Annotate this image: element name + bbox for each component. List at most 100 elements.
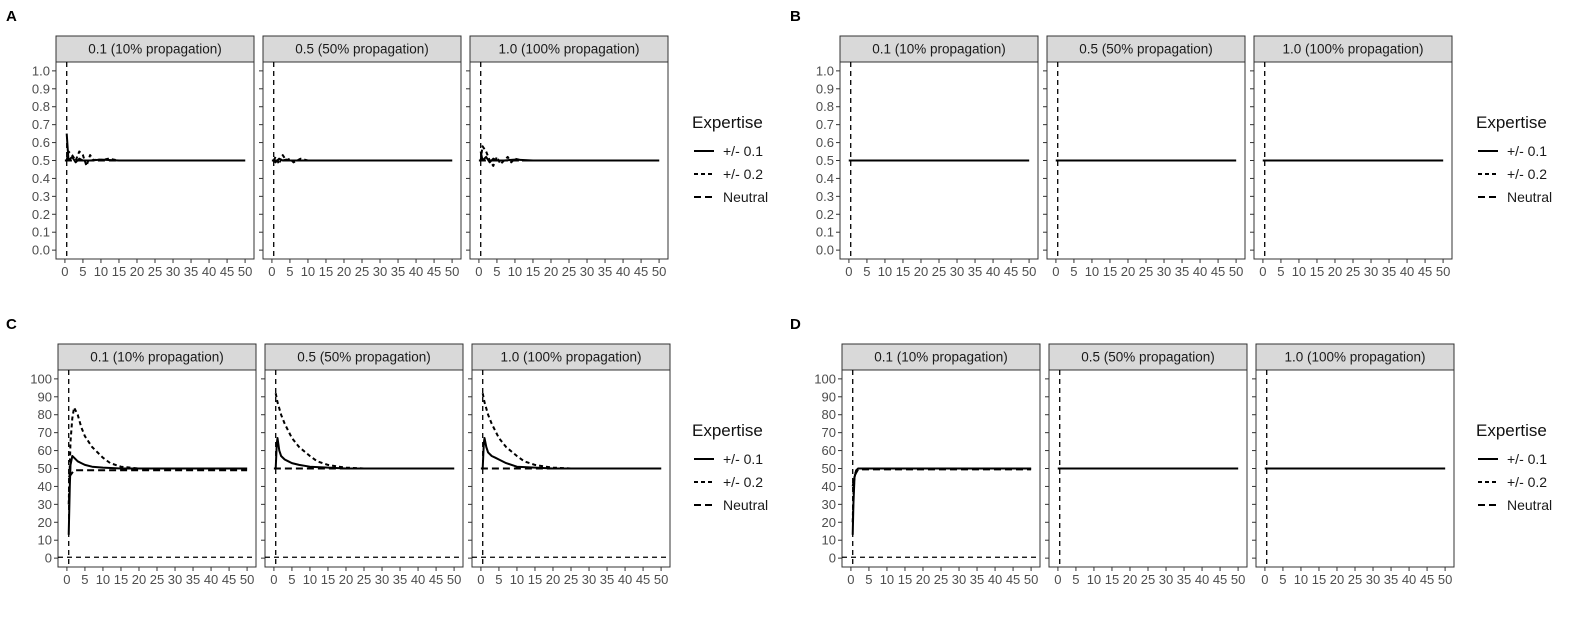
facet-strip-label: 0.5 (50% propagation): [1079, 42, 1213, 57]
x-tick-label: 15: [526, 264, 540, 279]
x-tick-label: 40: [1193, 264, 1207, 279]
legend-title: Expertise: [1476, 113, 1547, 132]
x-tick-label: 10: [96, 572, 110, 587]
x-tick-label: 10: [301, 264, 315, 279]
legend-entry-label: +/- 0.1: [723, 451, 763, 467]
x-tick-label: 35: [1382, 264, 1396, 279]
legend-entry-label: +/- 0.2: [723, 166, 763, 182]
x-tick-label: 35: [600, 572, 614, 587]
x-tick-label: 5: [1070, 264, 1077, 279]
y-tick-label: 60: [38, 443, 52, 458]
x-tick-label: 25: [148, 264, 162, 279]
x-tick-label: 30: [1157, 264, 1171, 279]
y-tick-label: 100: [30, 371, 52, 386]
x-tick-label: 15: [528, 572, 542, 587]
series-line-dashed: [67, 469, 248, 479]
x-tick-label: 45: [636, 572, 650, 587]
x-tick-label: 40: [204, 572, 218, 587]
facet-strip: [841, 343, 1041, 371]
x-tick-label: 25: [932, 264, 946, 279]
x-tick-label: 35: [391, 264, 405, 279]
x-tick-label: 5: [1072, 572, 1079, 587]
y-tick-label: 70: [38, 425, 52, 440]
x-tick-label: 15: [321, 572, 335, 587]
legend-title: Expertise: [692, 113, 763, 132]
y-tick-label: 60: [822, 443, 836, 458]
facet-strip-label: 0.5 (50% propagation): [295, 42, 429, 57]
series-line-dotted: [67, 406, 248, 505]
x-tick-label: 10: [1087, 572, 1101, 587]
legend-entry-label: +/- 0.2: [1507, 474, 1547, 490]
x-tick-label: 40: [1195, 572, 1209, 587]
y-tick-label: 20: [822, 515, 836, 530]
y-tick-label: 50: [822, 461, 836, 476]
x-tick-label: 25: [355, 264, 369, 279]
x-tick-label: 35: [598, 264, 612, 279]
y-tick-label: 30: [822, 497, 836, 512]
x-tick-label: 0: [268, 264, 275, 279]
y-tick-label: 0.9: [32, 81, 50, 96]
facet-strip: [262, 35, 462, 63]
y-tick-label: 0.7: [816, 117, 834, 132]
x-tick-label: 50: [1024, 572, 1038, 587]
facet-strip: [839, 35, 1039, 63]
series-line-solid: [481, 437, 662, 470]
x-tick-label: 45: [1211, 264, 1225, 279]
facet-strip: [1255, 343, 1455, 371]
x-tick-label: 15: [114, 572, 128, 587]
y-tick-label: 10: [38, 533, 52, 548]
x-tick-label: 30: [1159, 572, 1173, 587]
x-tick-label: 0: [61, 264, 68, 279]
legend-entry-label: Neutral: [1507, 189, 1552, 205]
x-tick-label: 45: [1418, 264, 1432, 279]
x-tick-label: 20: [130, 264, 144, 279]
facet-strip: [264, 343, 464, 371]
y-tick-label: 10: [822, 533, 836, 548]
y-tick-label: 0.8: [32, 99, 50, 114]
facet-strip-label: 1.0 (100% propagation): [1284, 350, 1425, 365]
y-tick-label: 30: [38, 497, 52, 512]
x-tick-label: 25: [357, 572, 371, 587]
series-line-dashed: [851, 468, 1032, 487]
x-tick-label: 35: [186, 572, 200, 587]
facet-strip-label: 1.0 (100% propagation): [1282, 42, 1423, 57]
y-tick-label: 90: [822, 389, 836, 404]
facet-strip: [471, 343, 671, 371]
y-tick-label: 0.0: [816, 243, 834, 258]
x-tick-label: 0: [847, 572, 854, 587]
x-tick-label: 40: [988, 572, 1002, 587]
y-tick-label: 0.6: [816, 135, 834, 150]
x-tick-label: 35: [184, 264, 198, 279]
x-tick-label: 5: [865, 572, 872, 587]
x-tick-label: 5: [81, 572, 88, 587]
facet-strip-label: 0.5 (50% propagation): [297, 350, 431, 365]
y-tick-label: 80: [822, 407, 836, 422]
x-tick-label: 10: [878, 264, 892, 279]
x-tick-label: 45: [1420, 572, 1434, 587]
y-tick-label: 80: [38, 407, 52, 422]
x-tick-label: 25: [1346, 264, 1360, 279]
y-tick-label: 0.5: [816, 153, 834, 168]
x-tick-label: 35: [393, 572, 407, 587]
x-tick-label: 10: [508, 264, 522, 279]
x-tick-label: 10: [303, 572, 317, 587]
x-tick-label: 40: [986, 264, 1000, 279]
y-tick-label: 100: [814, 371, 836, 386]
x-tick-label: 30: [950, 264, 964, 279]
x-tick-label: 5: [493, 264, 500, 279]
legend-entry-label: Neutral: [723, 497, 768, 513]
x-tick-label: 50: [1022, 264, 1036, 279]
x-tick-label: 15: [319, 264, 333, 279]
x-tick-label: 45: [1004, 264, 1018, 279]
legend-entry-label: +/- 0.1: [1507, 143, 1547, 159]
x-tick-label: 0: [270, 572, 277, 587]
y-tick-label: 0.6: [32, 135, 50, 150]
x-tick-label: 30: [580, 264, 594, 279]
facet-strip-label: 0.1 (10% propagation): [90, 350, 224, 365]
x-tick-label: 45: [222, 572, 236, 587]
y-tick-label: 0: [829, 551, 836, 566]
series-line-dotted: [851, 467, 1032, 523]
x-tick-label: 0: [63, 572, 70, 587]
x-tick-label: 10: [1085, 264, 1099, 279]
panel-label-B: B: [790, 8, 801, 25]
